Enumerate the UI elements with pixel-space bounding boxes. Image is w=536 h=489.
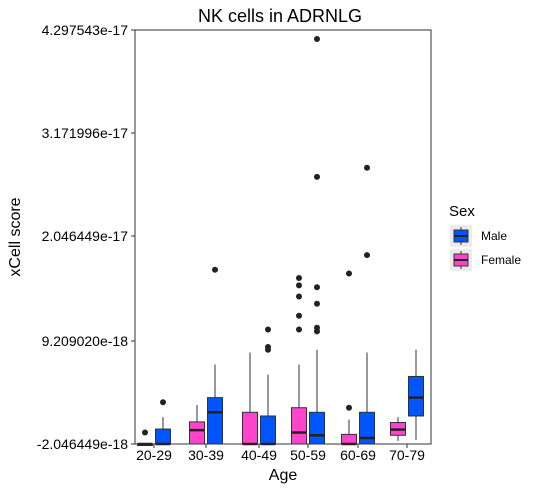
box-layer <box>137 35 424 446</box>
outlier-point <box>346 404 352 411</box>
box-iqr <box>207 397 223 445</box>
outlier-point <box>296 275 302 282</box>
outlier-point <box>296 326 302 333</box>
x-tick-label: 40-49 <box>241 447 277 463</box>
legend-label-female: Female <box>481 253 521 267</box>
box-female-70-79 <box>390 417 406 441</box>
box-iqr <box>359 411 375 445</box>
outlier-point <box>296 293 302 300</box>
box-female-40-49 <box>242 352 258 446</box>
box-female-30-39 <box>189 404 205 445</box>
box-male-60-69 <box>359 164 375 445</box>
y-tick-label: 9.209020e-18 <box>42 333 129 349</box>
outlier-point <box>314 328 320 335</box>
outlier-point <box>346 270 352 277</box>
outlier-point <box>265 346 271 353</box>
outlier-point <box>265 326 271 333</box>
x-tick-label: 20-29 <box>136 447 172 463</box>
x-axis: 20-29 30-39 40-49 50-59 60-69 70-79 <box>136 444 425 463</box>
y-tick-label: 2.046449e-17 <box>42 228 129 244</box>
box-female-50-59 <box>291 275 307 445</box>
box-male-50-59 <box>309 35 325 445</box>
box-iqr <box>260 415 276 445</box>
box-iqr <box>291 407 307 445</box>
box-iqr <box>189 421 205 445</box>
x-tick-label: 70-79 <box>389 447 425 463</box>
y-tick-label: -2.046449e-18 <box>37 436 128 452</box>
outlier-point <box>212 266 218 273</box>
box-male-40-49 <box>260 326 276 446</box>
outlier-point <box>364 164 370 171</box>
chart-title: NK cells in ADRNLG <box>198 6 362 26</box>
outlier-point <box>314 300 320 307</box>
box-iqr <box>341 433 357 445</box>
box-iqr <box>155 428 171 445</box>
outlier-point <box>314 284 320 291</box>
box-iqr <box>408 375 424 417</box>
x-axis-title: Age <box>269 467 298 484</box>
outlier-point <box>364 252 370 259</box>
outlier-point <box>160 399 166 406</box>
legend: Sex Male Female <box>449 203 521 271</box>
y-tick-label: 3.171996e-17 <box>42 125 129 141</box>
outlier-point <box>296 312 302 319</box>
outlier-point <box>314 173 320 180</box>
box-male-20-29 <box>155 399 171 446</box>
box-female-60-69 <box>341 270 357 446</box>
outlier-point <box>314 35 320 42</box>
legend-label-male: Male <box>481 229 507 243</box>
outlier-point <box>142 429 148 436</box>
box-iqr <box>309 411 325 445</box>
plot-panel <box>134 29 432 445</box>
x-tick-label: 50-59 <box>290 447 326 463</box>
y-axis: -2.046449e-18 9.209020e-18 2.046449e-17 3.1… <box>37 22 135 452</box>
y-axis-title: xCell score <box>7 197 24 276</box>
box-iqr <box>242 411 258 445</box>
outlier-point <box>296 282 302 289</box>
y-tick-label: 4.297543e-17 <box>42 22 129 38</box>
legend-title: Sex <box>449 203 475 220</box>
x-tick-label: 60-69 <box>340 447 376 463</box>
x-tick-label: 30-39 <box>188 447 224 463</box>
box-female-20-29 <box>137 429 153 446</box>
box-male-70-79 <box>408 349 424 440</box>
box-male-30-39 <box>207 266 223 445</box>
